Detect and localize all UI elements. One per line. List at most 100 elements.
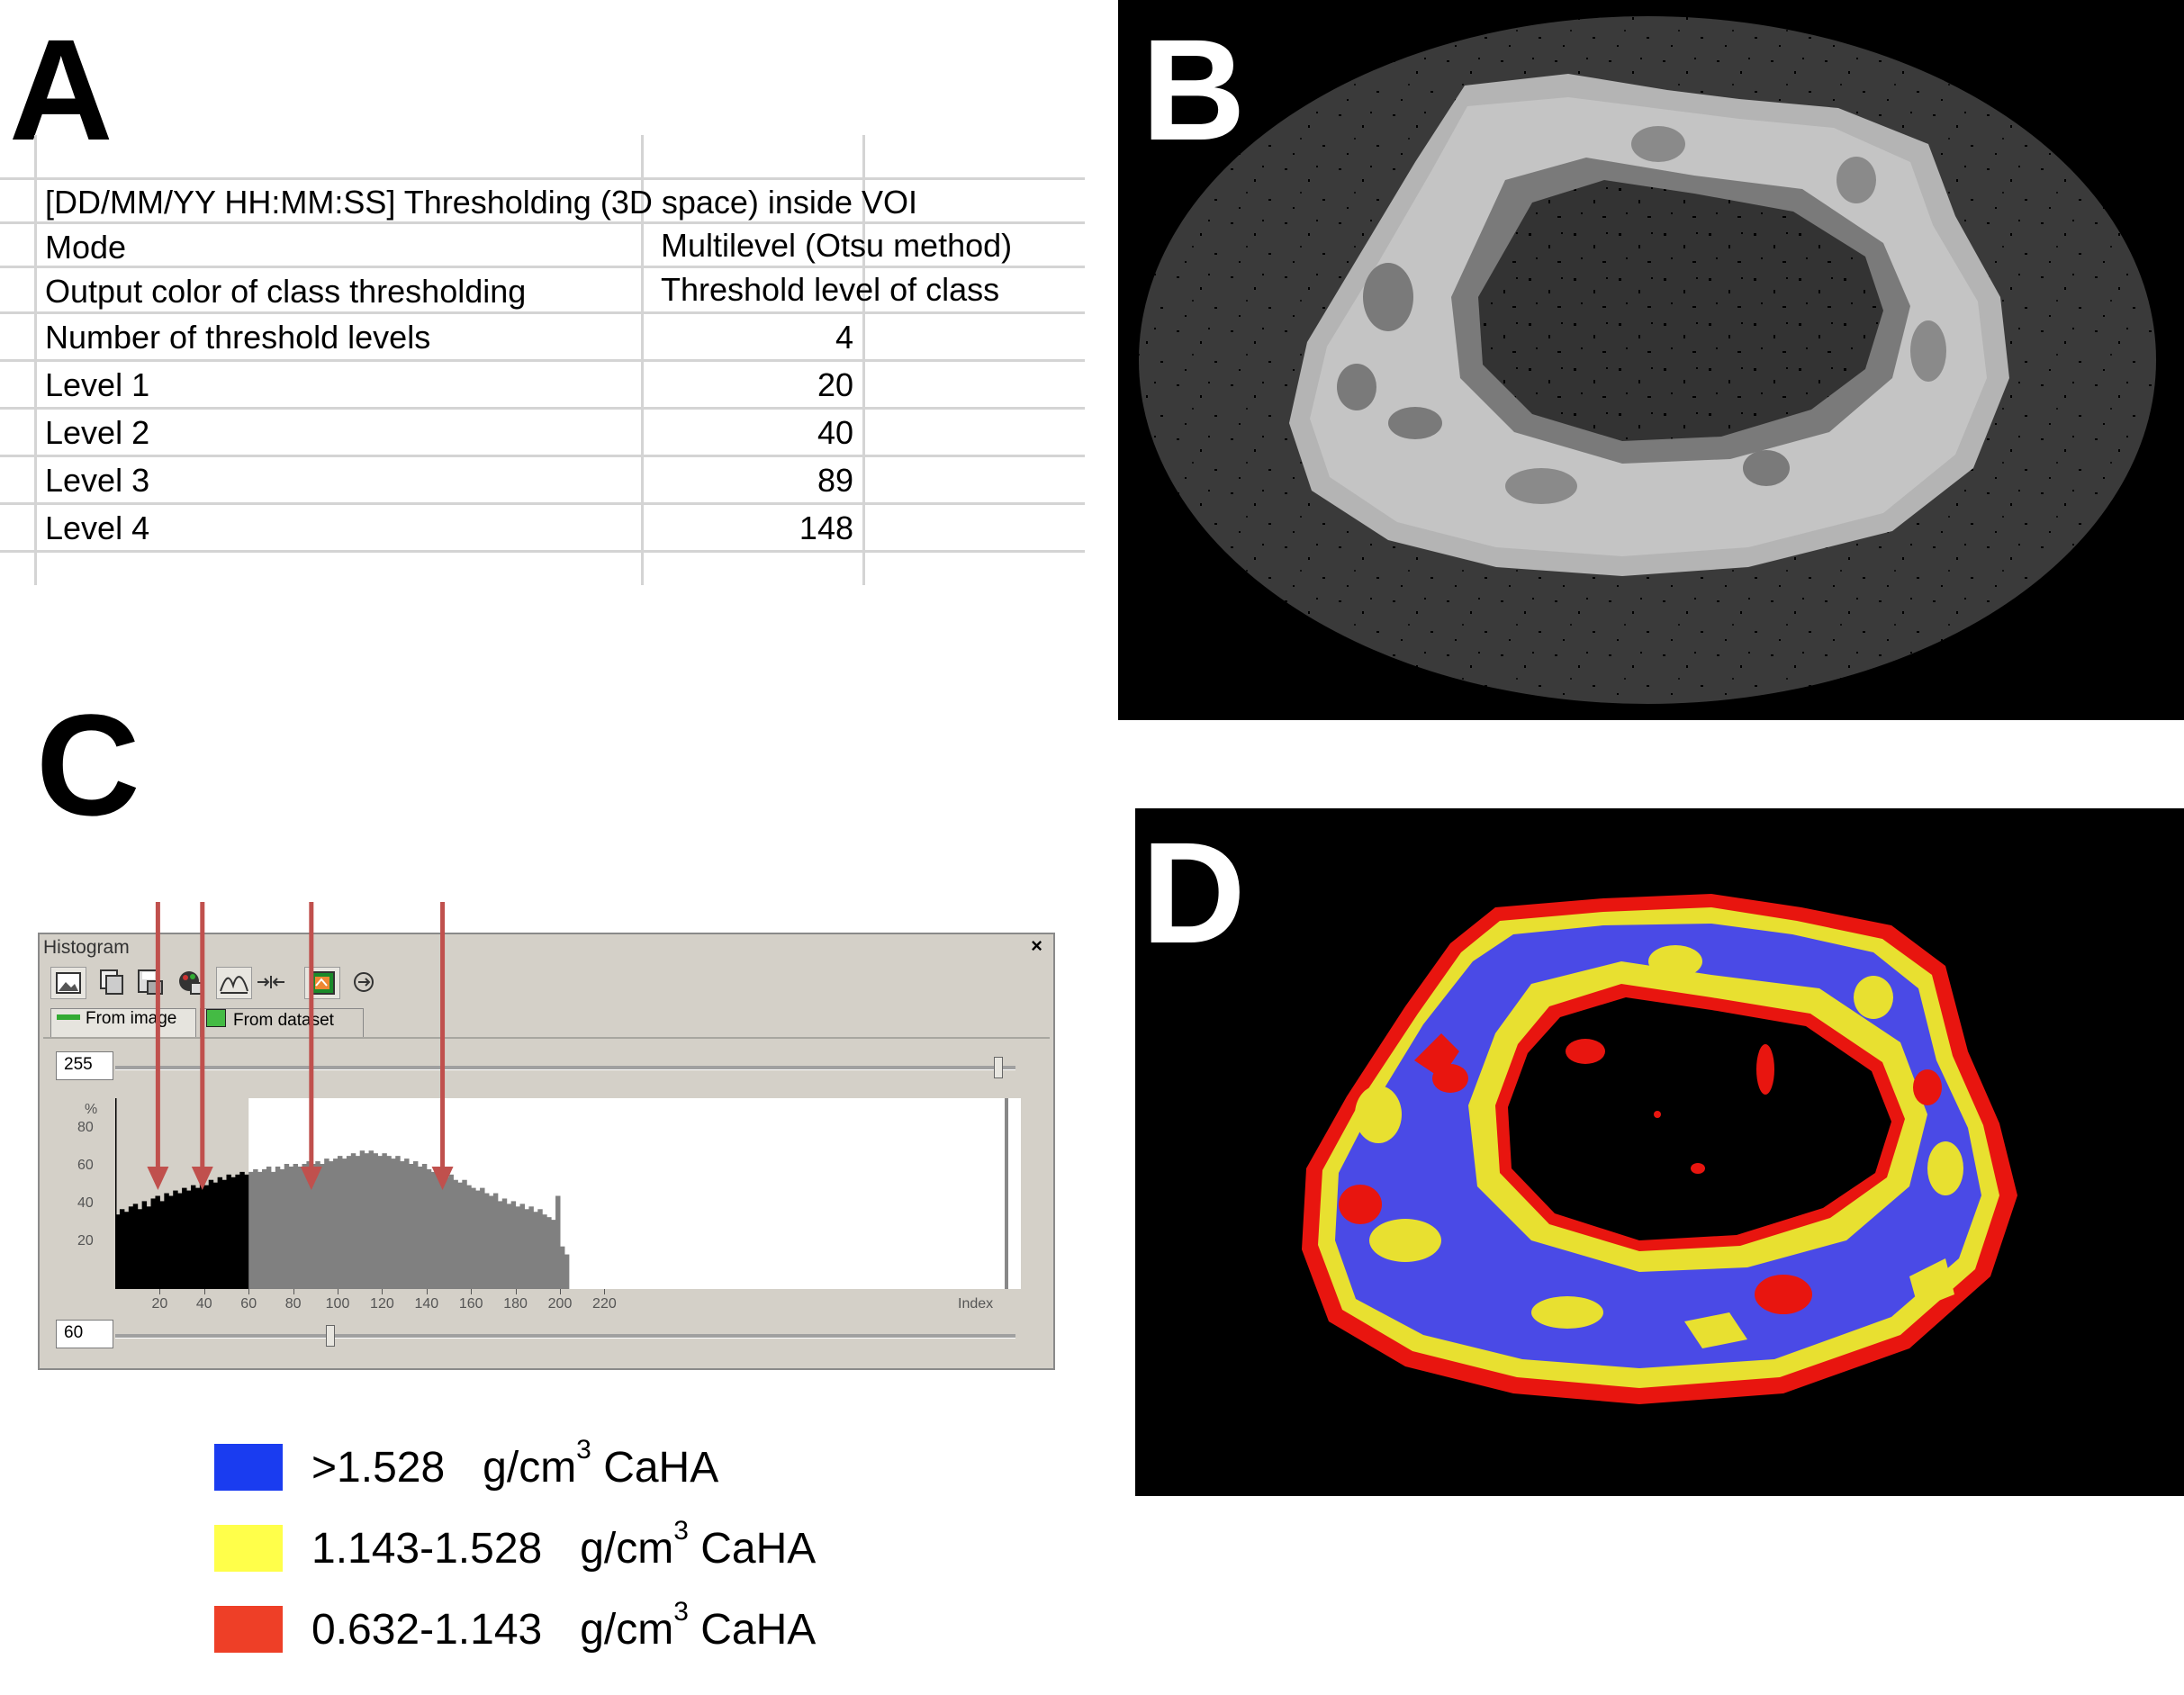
panel-label-a: A [9,9,113,170]
histogram-bar [217,1177,223,1289]
histogram-bar [373,1153,378,1289]
legend-unit: g/cm [580,1524,674,1573]
legend-unit: g/cm [580,1605,674,1654]
fit-icon[interactable] [254,967,290,999]
table-row-label: Output color of class thresholding [45,273,527,310]
palette-icon[interactable] [175,967,211,999]
lower-threshold-input[interactable]: 60 [56,1320,113,1348]
plot-right-scroll[interactable] [1005,1098,1008,1289]
histogram-bar [448,1174,454,1289]
histogram-bar [355,1156,361,1289]
colorbar-segment-blue [637,819,1006,902]
histogram-bar [506,1204,512,1289]
ct-grayscale-image [1118,0,2184,720]
histogram-bar [306,1161,311,1289]
legend-suffix: CaHA [688,1605,817,1654]
histogram-bar [302,1164,307,1289]
lower-slider-thumb[interactable] [326,1325,335,1347]
ct-segmented-svg [1302,894,2017,1404]
copy-icon[interactable] [94,967,130,999]
histogram-bar [128,1206,134,1289]
grid-icon[interactable] [304,967,340,999]
histogram-bar [542,1214,547,1289]
histogram-bar [150,1198,156,1289]
histogram-bar [132,1204,139,1289]
histogram-bar [221,1179,227,1289]
legend-swatch-blue [214,1444,283,1491]
x-tick-label: 200 [547,1296,573,1312]
histogram-bar [266,1166,272,1289]
histogram-bar [492,1193,499,1289]
histogram-plot[interactable] [113,1098,1021,1289]
histogram-bar [146,1206,152,1289]
histogram-window[interactable]: Histogram × From image From dataset 255 … [38,933,1055,1370]
histogram-bar [119,1209,125,1289]
histogram-bar [488,1195,494,1289]
x-tick-mark [515,1289,517,1294]
image-icon[interactable] [50,967,86,999]
table-row-value: 40 [817,414,853,451]
histogram-bar [524,1209,529,1289]
histogram-bar [350,1153,356,1289]
legend-unit-exp: 3 [673,1597,689,1627]
upper-threshold-slider[interactable] [115,1066,1015,1070]
histogram-bar [546,1217,552,1289]
histogram-bar [395,1156,401,1289]
histogram-bar [341,1159,347,1289]
upper-threshold-input[interactable]: 255 [56,1051,113,1080]
histogram-bar [244,1174,249,1289]
histogram-bar [284,1164,290,1289]
table-row-label: Level 2 [45,414,150,451]
ct-segmented-image [1135,808,2184,1496]
tab-from-dataset[interactable]: From dataset [200,1008,364,1038]
histogram-bar [412,1161,419,1289]
colorbar-segment-red [254,819,416,902]
y-tick-label: 60 [77,1158,94,1173]
histogram-bar [515,1206,521,1289]
histogram-bar [560,1246,565,1289]
histogram-bar [497,1201,503,1289]
y-unit-label: % [85,1102,98,1117]
upper-slider-thumb[interactable] [994,1057,1003,1078]
histogram-bar [404,1159,410,1289]
legend-unit: g/cm [483,1443,577,1492]
histogram-bar [435,1168,441,1289]
legend-suffix: CaHA [591,1443,719,1492]
save-icon[interactable] [133,967,169,999]
histogram-bar [430,1171,437,1289]
histogram-bar [338,1156,343,1289]
x-tick-mark [248,1289,250,1294]
legend-unit-exp: 3 [576,1435,591,1465]
histogram-bar [400,1161,405,1289]
histogram-icon[interactable] [216,967,252,999]
panel-label-d: D [1142,812,1246,973]
histogram-bar [519,1204,525,1289]
histogram-bar [257,1171,263,1289]
table-row-value: 20 [817,366,853,403]
histogram-bar [115,1214,121,1289]
export-icon[interactable] [347,967,384,999]
histogram-bar [253,1168,258,1289]
histogram-bar [297,1166,302,1289]
legend-swatch-red [214,1606,283,1653]
table-row-label: Level 1 [45,366,150,403]
table-row-value: 4 [835,319,853,356]
lower-threshold-slider[interactable] [115,1334,1015,1339]
histogram-bar [212,1182,219,1289]
x-tick-label: 20 [151,1296,168,1312]
panel-label-c: C [36,684,140,845]
histogram-bar [164,1193,169,1289]
table-row-value: Threshold level of class [661,271,1000,308]
tab-from-image[interactable]: From image [50,1008,196,1038]
x-tick-label: 80 [284,1296,302,1312]
legend-unit-exp: 3 [673,1516,689,1546]
histogram-bar [194,1187,201,1289]
image-tab-icon [57,1014,80,1020]
close-icon[interactable]: × [1031,934,1042,957]
threshold-colorbar [38,819,1006,902]
histogram-bar [141,1201,148,1289]
x-tick-mark [604,1289,606,1294]
x-tick-mark [426,1289,428,1294]
histogram-titlebar[interactable]: Histogram × [40,934,1053,960]
histogram-bar [453,1179,458,1289]
